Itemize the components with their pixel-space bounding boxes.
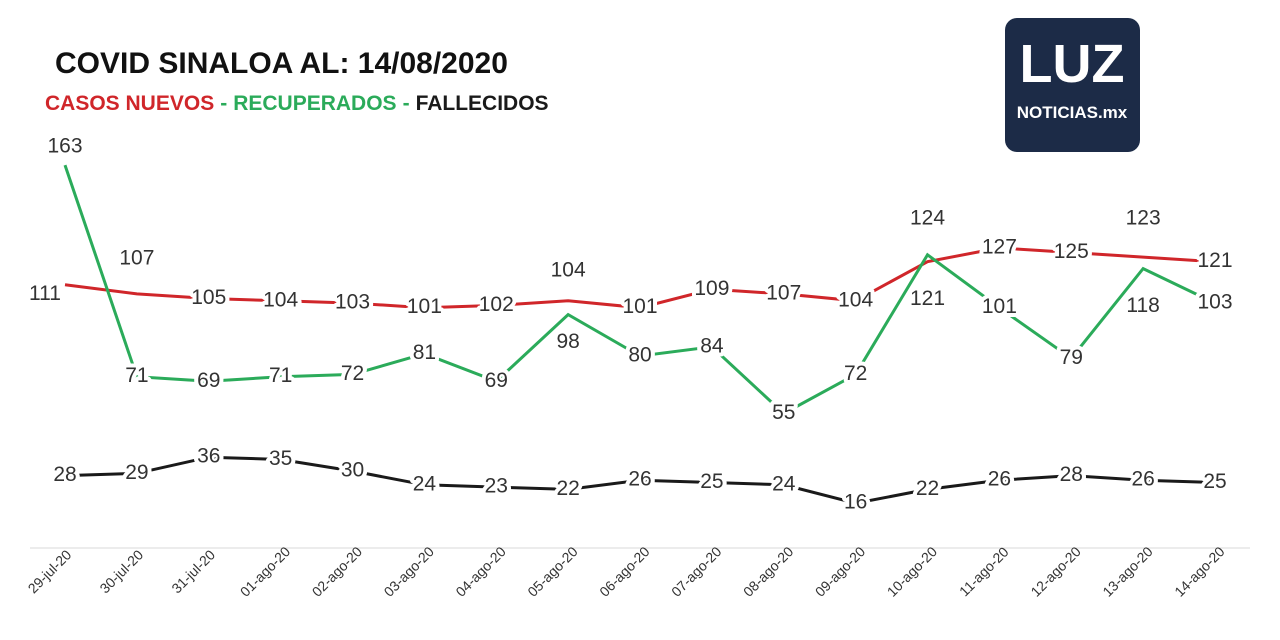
data-label: 25 <box>1203 470 1226 493</box>
data-label: 101 <box>982 295 1017 318</box>
data-label: 55 <box>772 401 795 424</box>
data-label: 121 <box>1197 249 1232 272</box>
data-label: 69 <box>197 369 220 392</box>
data-label: 103 <box>335 291 370 314</box>
logo-box <box>1005 18 1140 152</box>
data-label: 80 <box>628 344 651 367</box>
data-label: 22 <box>916 477 939 500</box>
data-label: 121 <box>910 287 945 310</box>
data-label: 72 <box>844 362 867 385</box>
data-label: 127 <box>982 235 1017 258</box>
data-label: 35 <box>269 447 292 470</box>
data-label: 103 <box>1197 291 1232 314</box>
data-label: 24 <box>413 472 437 495</box>
series-line <box>64 246 1216 310</box>
logo: LUZ NOTICIAS.mx <box>1005 18 1140 152</box>
data-label: 163 <box>47 135 82 158</box>
data-label: 125 <box>1054 240 1089 263</box>
data-label: 26 <box>1131 468 1154 491</box>
chart-title: COVID SINALOA AL: 14/08/2020 <box>55 47 508 80</box>
data-label: 101 <box>622 295 657 318</box>
data-label: 71 <box>269 364 292 387</box>
data-label: 23 <box>485 475 508 498</box>
data-label: 22 <box>556 477 579 500</box>
logo-main: LUZ <box>1020 34 1125 94</box>
data-label: 81 <box>413 341 436 364</box>
data-label: 71 <box>125 364 148 387</box>
data-label: 26 <box>988 468 1011 491</box>
data-label: 104 <box>551 258 586 281</box>
data-label: 105 <box>191 286 226 309</box>
legend-label: FALLECIDOS <box>416 92 549 115</box>
data-label: 118 <box>1126 294 1159 317</box>
data-label: 107 <box>119 246 154 269</box>
data-label: 28 <box>1060 463 1083 486</box>
data-label: 26 <box>628 468 651 491</box>
chart-subtitle: CASOS NUEVOS - RECUPERADOS - FALLECIDOS <box>45 92 549 115</box>
data-label: 30 <box>341 459 364 482</box>
data-label: 36 <box>197 445 220 468</box>
data-label: 69 <box>485 369 508 392</box>
data-label: 84 <box>700 334 724 357</box>
data-label: 111 <box>29 282 61 305</box>
data-label: 123 <box>1126 207 1161 230</box>
data-label: 101 <box>407 295 442 318</box>
data-label: 72 <box>341 362 364 385</box>
data-label: 24 <box>772 472 796 495</box>
legend-separator: - <box>403 92 410 115</box>
data-label: 79 <box>1060 346 1083 369</box>
logo-sub: NOTICIAS.mx <box>1017 103 1128 122</box>
data-label: 104 <box>263 288 298 311</box>
data-label: 28 <box>53 463 76 486</box>
legend-label: RECUPERADOS <box>233 92 396 115</box>
series-line <box>64 455 1216 505</box>
legend-separator: - <box>220 92 227 115</box>
data-label: 25 <box>700 470 723 493</box>
data-label: 102 <box>479 293 514 316</box>
legend-label: CASOS NUEVOS <box>45 92 214 115</box>
data-label: 16 <box>844 491 867 514</box>
data-label: 107 <box>766 281 801 304</box>
data-label: 109 <box>694 277 729 300</box>
data-label: 29 <box>125 461 148 484</box>
data-label: 98 <box>556 330 579 353</box>
data-label: 124 <box>910 206 945 229</box>
series-line <box>63 164 1216 416</box>
data-label: 104 <box>838 288 873 311</box>
